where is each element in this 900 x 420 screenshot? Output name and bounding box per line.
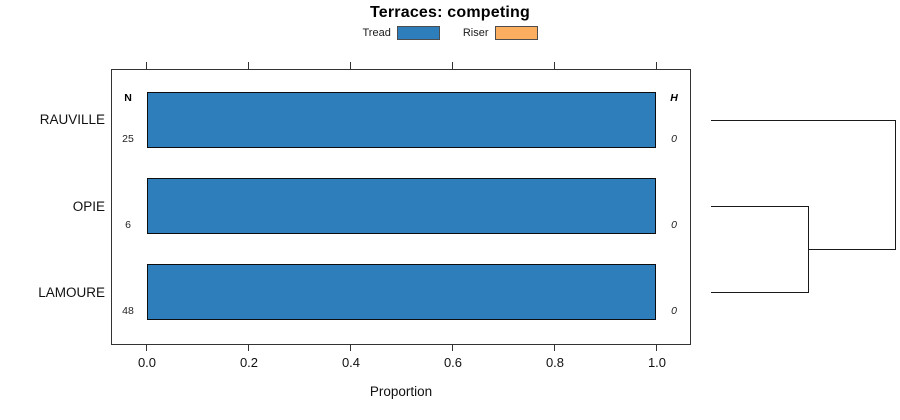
dendrogram-segment-rauville xyxy=(711,120,895,121)
x-tick-bottom xyxy=(452,345,453,351)
x-tick-label: 1.0 xyxy=(647,355,667,370)
chart-title: Terraces: competing xyxy=(370,4,530,21)
x-tick-top xyxy=(146,62,147,69)
legend-label-riser: Riser xyxy=(462,27,489,39)
x-tick-label: 0.6 xyxy=(443,355,463,370)
n-value-lamoure: 48 xyxy=(122,305,134,317)
x-tick-label: 0.0 xyxy=(137,355,157,370)
x-tick-bottom xyxy=(146,345,147,351)
x-tick-top xyxy=(656,62,657,69)
legend-item-tread: Tread xyxy=(363,26,440,40)
tread-bar-rauville xyxy=(147,92,656,148)
legend-item-riser: Riser xyxy=(463,26,538,40)
n-value-rauville: 25 xyxy=(122,133,134,145)
x-tick-bottom xyxy=(554,345,555,351)
x-tick-top xyxy=(554,62,555,69)
legend-label-tread: Tread xyxy=(362,27,391,39)
n-column-header: N xyxy=(124,92,132,104)
dendrogram-segment-opie xyxy=(711,206,808,207)
bar-row-opie xyxy=(147,178,656,234)
x-tick-label: 0.8 xyxy=(545,355,565,370)
x-tick-top xyxy=(452,62,453,69)
h-value-lamoure: 0 xyxy=(671,305,677,317)
riser-color-swatch xyxy=(494,26,538,40)
h-value-rauville: 0 xyxy=(671,133,677,145)
tread-bar-opie xyxy=(147,178,656,234)
x-tick-top xyxy=(248,62,249,69)
x-tick-label: 0.4 xyxy=(341,355,361,370)
h-column-header: H xyxy=(670,92,678,104)
x-axis-title: Proportion xyxy=(369,384,433,399)
legend: Tread Riser xyxy=(0,26,900,40)
x-tick-bottom xyxy=(656,345,657,351)
bar-row-rauville xyxy=(147,92,656,148)
dendrogram-segment-lamoure xyxy=(711,292,808,293)
y-label-rauville: RAUVILLE xyxy=(39,112,105,127)
h-value-opie: 0 xyxy=(671,219,677,231)
dendrogram-root-join xyxy=(895,120,896,250)
x-tick-bottom xyxy=(350,345,351,351)
bar-row-lamoure xyxy=(147,264,656,320)
y-label-lamoure: LAMOURE xyxy=(38,285,105,300)
n-value-opie: 6 xyxy=(125,219,131,231)
tread-color-swatch xyxy=(396,26,440,40)
y-label-opie: OPIE xyxy=(72,199,105,214)
dendrogram-merged-stem xyxy=(808,249,895,250)
x-tick-bottom xyxy=(248,345,249,351)
x-tick-label: 0.2 xyxy=(239,355,259,370)
x-tick-top xyxy=(350,62,351,69)
tread-bar-lamoure xyxy=(147,264,656,320)
